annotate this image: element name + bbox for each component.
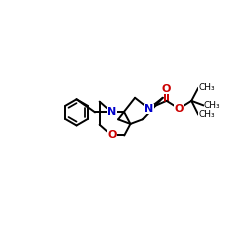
Text: O: O [107, 130, 117, 140]
Text: CH₃: CH₃ [198, 83, 215, 92]
Text: N: N [144, 104, 154, 114]
Text: CH₃: CH₃ [198, 110, 215, 119]
Text: N: N [107, 108, 117, 118]
Text: O: O [162, 84, 171, 94]
Text: O: O [174, 104, 184, 114]
Text: CH₃: CH₃ [204, 101, 220, 110]
